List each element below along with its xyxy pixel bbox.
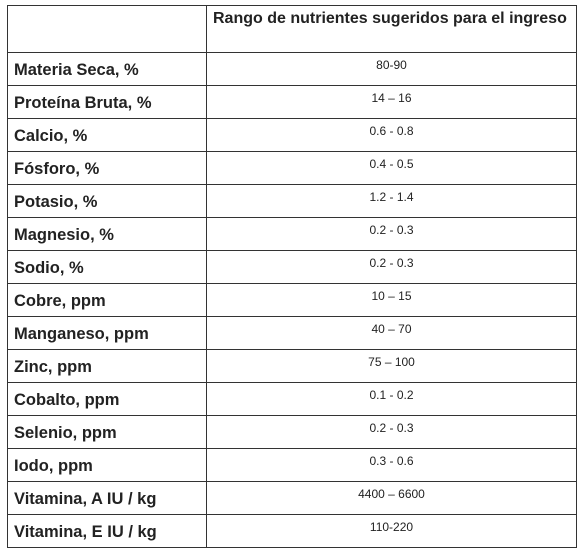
nutrient-range: 14 – 16 bbox=[206, 85, 577, 119]
nutrient-table: Rango de nutrientes sugeridos para el in… bbox=[7, 5, 577, 548]
table-row: Fósforo, % 0.4 - 0.5 bbox=[7, 151, 577, 185]
nutrient-range: 0.2 - 0.3 bbox=[206, 250, 577, 284]
nutrient-range: 10 – 15 bbox=[206, 283, 577, 317]
nutrient-name: Potasio, % bbox=[7, 184, 207, 218]
column-header: Rango de nutrientes sugeridos para el in… bbox=[206, 5, 577, 53]
nutrient-range: 0.4 - 0.5 bbox=[206, 151, 577, 185]
nutrient-name: Cobre, ppm bbox=[7, 283, 207, 317]
table-row: Iodo, ppm 0.3 - 0.6 bbox=[7, 448, 577, 482]
nutrient-name: Materia Seca, % bbox=[7, 52, 207, 86]
page: Rango de nutrientes sugeridos para el in… bbox=[7, 5, 577, 548]
nutrient-name: Cobalto, ppm bbox=[7, 382, 207, 416]
nutrient-range: 0.2 - 0.3 bbox=[206, 415, 577, 449]
nutrient-name: Vitamina, A IU / kg bbox=[7, 481, 207, 515]
nutrient-range: 40 – 70 bbox=[206, 316, 577, 350]
nutrient-range: 110-220 bbox=[206, 514, 577, 548]
table-row: Potasio, % 1.2 - 1.4 bbox=[7, 184, 577, 218]
empty-corner bbox=[7, 5, 207, 53]
table-row: Cobalto, ppm 0.1 - 0.2 bbox=[7, 382, 577, 416]
nutrient-range: 1.2 - 1.4 bbox=[206, 184, 577, 218]
table-body: Materia Seca, % 80-90 Proteína Bruta, % 14 … bbox=[7, 52, 577, 548]
nutrient-name: Calcio, % bbox=[7, 118, 207, 152]
table-row: Vitamina, A IU / kg 4400 – 6600 bbox=[7, 481, 577, 515]
nutrient-range: 0.6 - 0.8 bbox=[206, 118, 577, 152]
nutrient-name: Sodio, % bbox=[7, 250, 207, 284]
nutrient-range: 0.3 - 0.6 bbox=[206, 448, 577, 482]
nutrient-name: Proteína Bruta, % bbox=[7, 85, 207, 119]
table-row: Proteína Bruta, % 14 – 16 bbox=[7, 85, 577, 119]
table-row: Vitamina, E IU / kg 110-220 bbox=[7, 514, 577, 548]
nutrient-name: Zinc, ppm bbox=[7, 349, 207, 383]
table-row: Materia Seca, % 80-90 bbox=[7, 52, 577, 86]
table-row: Zinc, ppm 75 – 100 bbox=[7, 349, 577, 383]
table-row: Selenio, ppm 0.2 - 0.3 bbox=[7, 415, 577, 449]
table-row: Cobre, ppm 10 – 15 bbox=[7, 283, 577, 317]
nutrient-range: 75 – 100 bbox=[206, 349, 577, 383]
nutrient-range: 4400 – 6600 bbox=[206, 481, 577, 515]
table-row: Magnesio, % 0.2 - 0.3 bbox=[7, 217, 577, 251]
nutrient-range: 0.2 - 0.3 bbox=[206, 217, 577, 251]
table-row: Sodio, % 0.2 - 0.3 bbox=[7, 250, 577, 284]
nutrient-name: Manganeso, ppm bbox=[7, 316, 207, 350]
nutrient-name: Vitamina, E IU / kg bbox=[7, 514, 207, 548]
nutrient-name: Magnesio, % bbox=[7, 217, 207, 251]
header-row: Rango de nutrientes sugeridos para el in… bbox=[7, 5, 577, 53]
nutrient-name: Iodo, ppm bbox=[7, 448, 207, 482]
nutrient-range: 80-90 bbox=[206, 52, 577, 86]
nutrient-range: 0.1 - 0.2 bbox=[206, 382, 577, 416]
nutrient-name: Selenio, ppm bbox=[7, 415, 207, 449]
table-row: Manganeso, ppm 40 – 70 bbox=[7, 316, 577, 350]
table-row: Calcio, % 0.6 - 0.8 bbox=[7, 118, 577, 152]
nutrient-name: Fósforo, % bbox=[7, 151, 207, 185]
